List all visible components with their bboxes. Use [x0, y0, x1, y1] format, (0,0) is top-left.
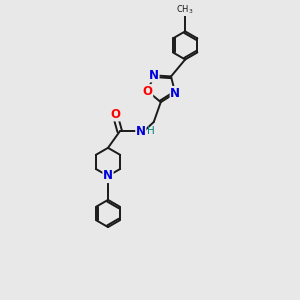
Text: N: N [103, 169, 113, 182]
Text: N: N [149, 69, 159, 82]
Text: CH$_3$: CH$_3$ [176, 4, 194, 16]
Text: N: N [170, 86, 180, 100]
Text: O: O [142, 85, 153, 98]
Text: H: H [147, 126, 155, 136]
Text: N: N [136, 125, 146, 138]
Text: O: O [110, 108, 121, 121]
